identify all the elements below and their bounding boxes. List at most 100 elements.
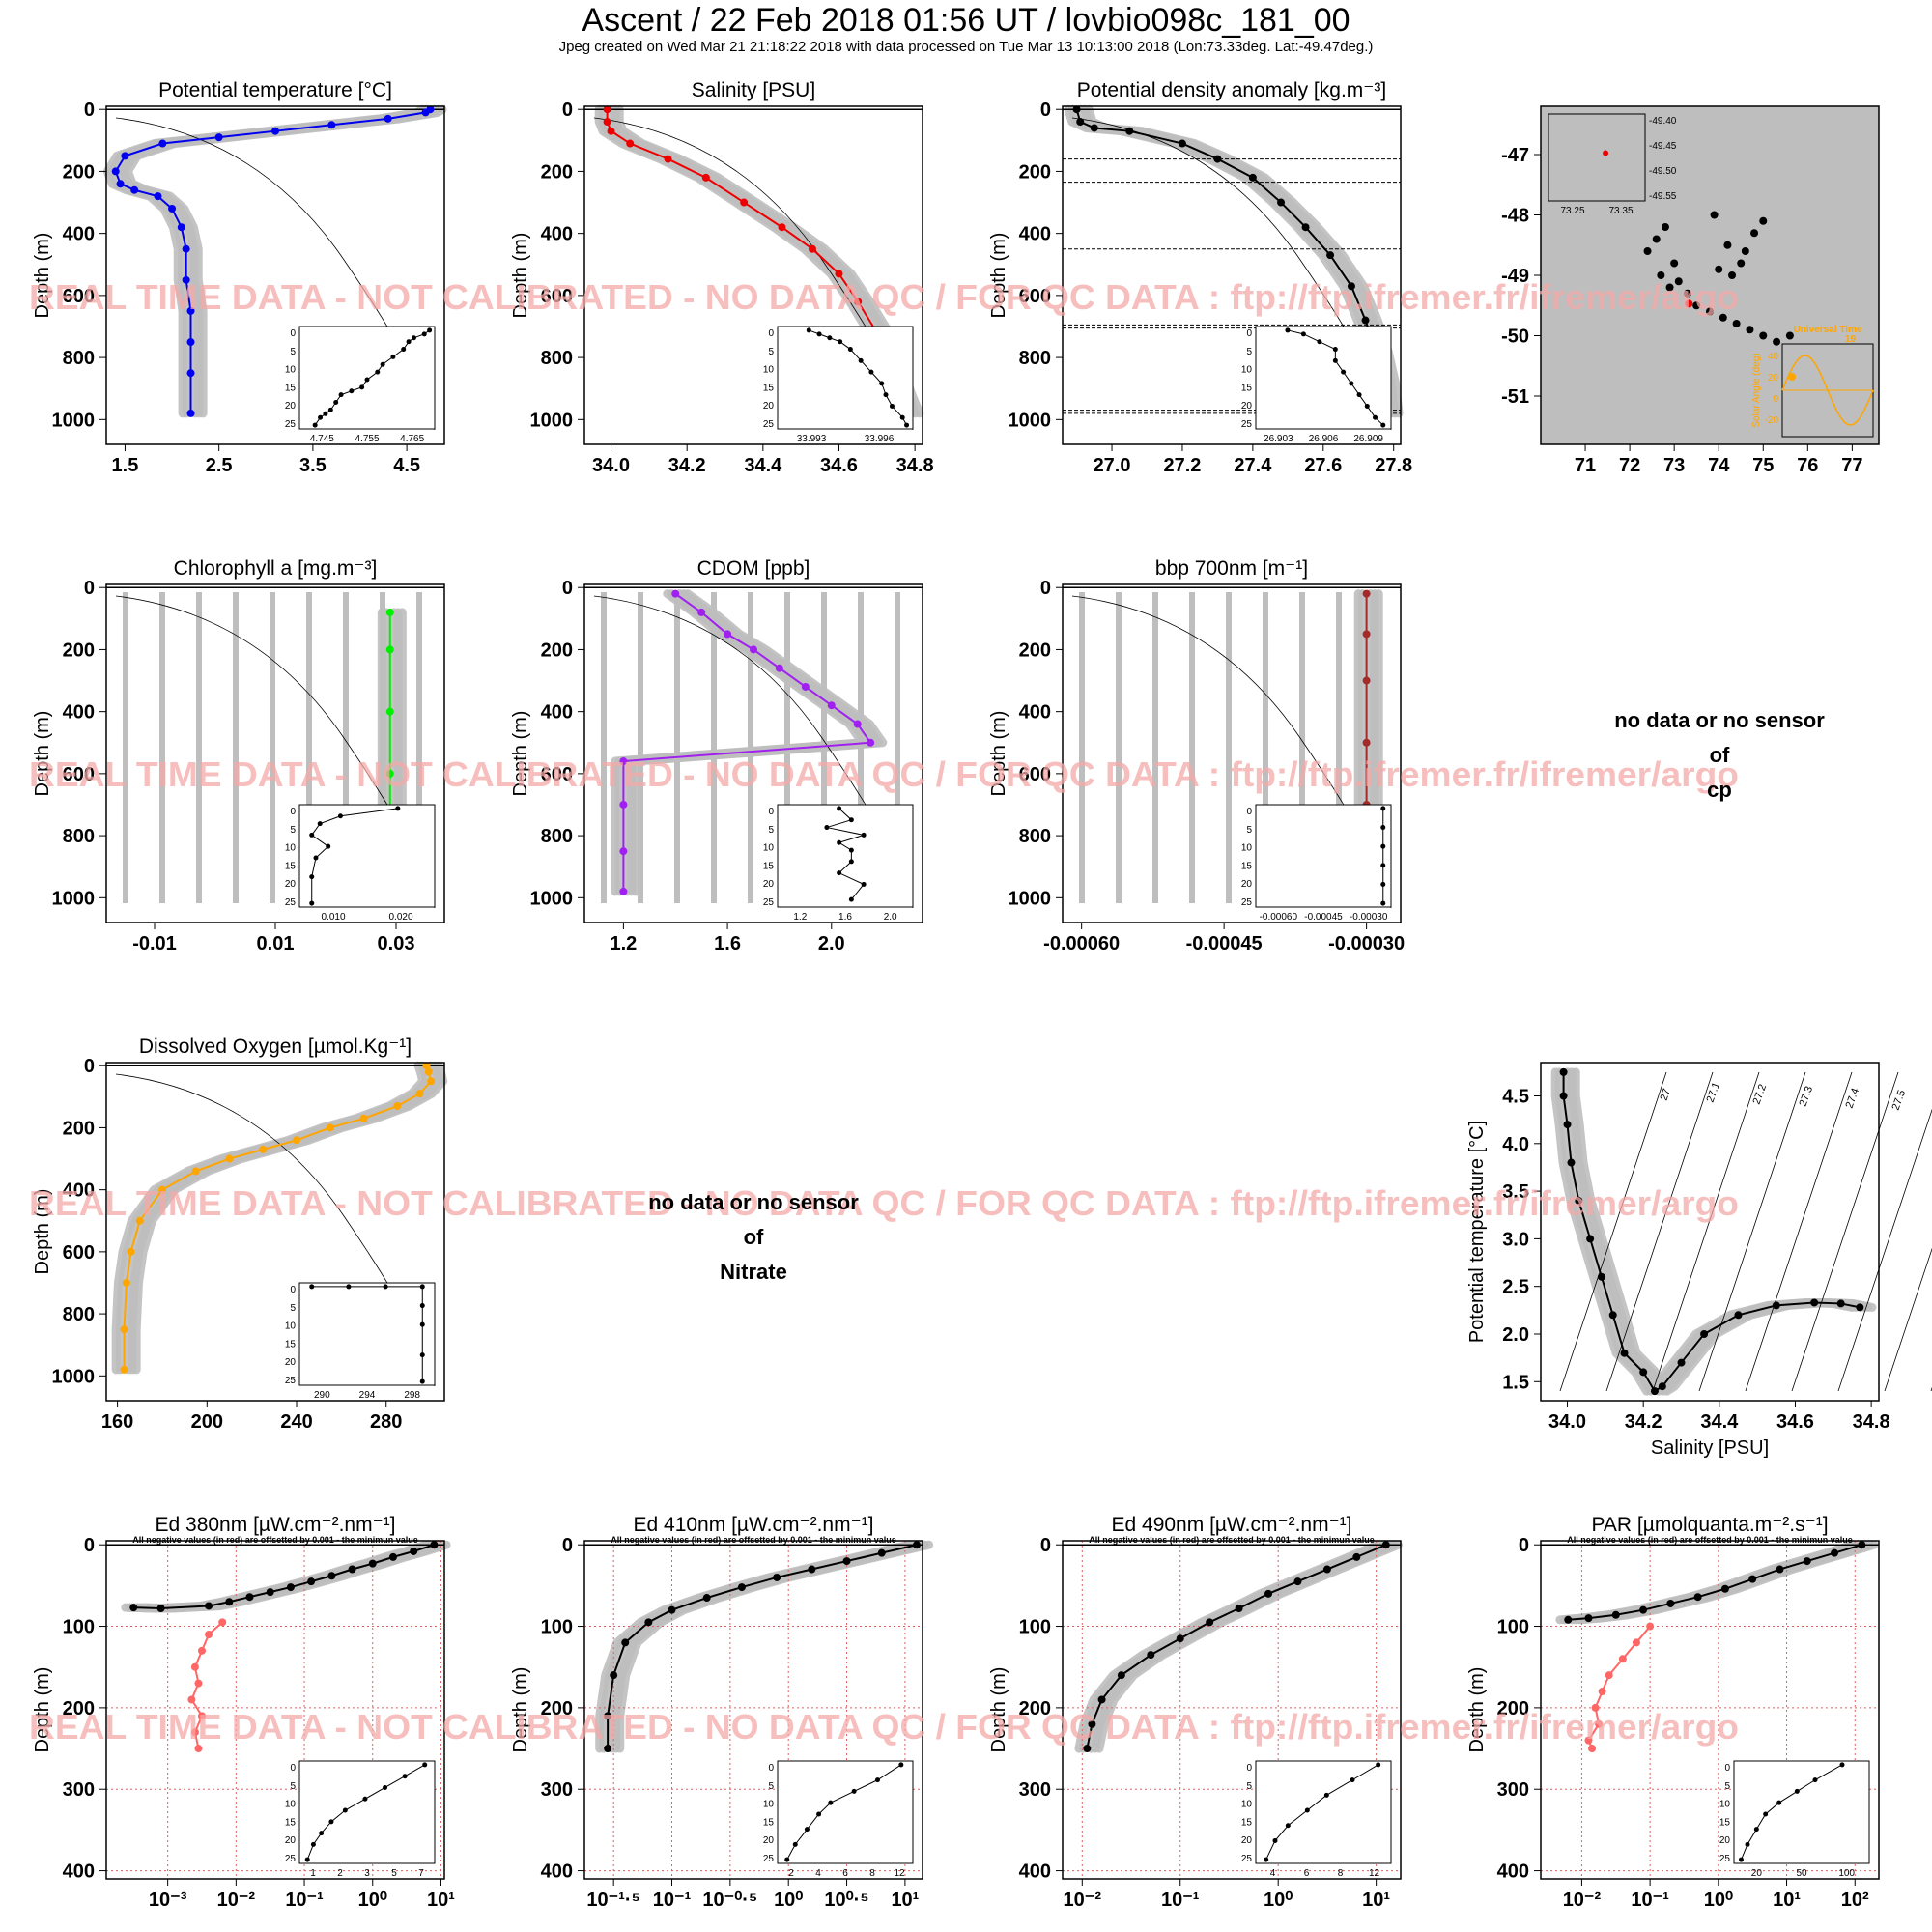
inset-y-tick-label: 10 [285, 843, 297, 854]
isopycnal-line [1837, 1108, 1932, 1392]
inset-x-tick-label: 5 [391, 1868, 397, 1879]
data-point [187, 1695, 196, 1704]
data-point [1657, 271, 1665, 279]
data-point [1683, 289, 1691, 298]
y-tick-label: 600 [63, 286, 95, 307]
inset-y-tick-label: 10 [285, 365, 297, 376]
x-tick-label: 0.01 [257, 933, 295, 954]
inset-x-tick-label: 4.755 [355, 434, 379, 444]
data-point [1748, 1575, 1757, 1583]
data-point [1772, 1301, 1780, 1310]
data-point [415, 1090, 424, 1098]
inset-point [828, 1800, 834, 1805]
inset-y-tick-label: 0 [1246, 807, 1252, 817]
inset-point [362, 1796, 368, 1802]
inset-point [309, 832, 315, 838]
inset-point [861, 881, 867, 887]
inset-y-tick-label: 10 [763, 843, 775, 854]
y-tick-label: 200 [63, 1118, 95, 1139]
data-point [430, 1541, 439, 1549]
history-band [131, 1061, 448, 1375]
inset-point [411, 335, 416, 341]
inset-point [1753, 1827, 1759, 1833]
y-tick-label: 2.0 [1502, 1324, 1529, 1346]
data-point [668, 1605, 676, 1614]
data-point [1773, 337, 1781, 346]
inset-frame [298, 804, 436, 908]
inset-x-tick-label: 7 [418, 1868, 424, 1879]
inset-y-tick-label: 0 [290, 1285, 296, 1295]
inset-y-tick-label: 25 [285, 1854, 297, 1864]
data-point [621, 1638, 630, 1647]
inset-y-tick-label: 25 [285, 1376, 297, 1386]
data-point [603, 118, 611, 127]
inset-y-tick-label: 25 [1241, 419, 1253, 430]
inset-point [824, 825, 830, 831]
data-point [422, 1062, 431, 1070]
nodata-nitrate-line2: of [743, 1225, 764, 1249]
data-point [177, 223, 185, 232]
data-point [1670, 259, 1679, 268]
x-tick-label: 10¹ [1773, 1889, 1801, 1911]
x-tick-label: 10¹ [427, 1889, 455, 1911]
inset-point [806, 327, 811, 333]
y-tick-label: -49 [1501, 266, 1529, 287]
data-point [1632, 1638, 1640, 1647]
data-point [1575, 1196, 1583, 1205]
inset-y-tick-label: 25 [1719, 1854, 1731, 1864]
data-point [1665, 283, 1674, 292]
inset-point [402, 1774, 408, 1779]
data-point [1785, 331, 1794, 340]
inset-point [323, 411, 328, 416]
y-tick-label: 100 [63, 1617, 95, 1638]
plot-frame [583, 105, 923, 445]
data-point [120, 1365, 128, 1374]
inset-point [851, 1788, 857, 1794]
data-point [604, 1745, 612, 1753]
data-point [1097, 1695, 1106, 1704]
chart-note: All negative values (in red) are offsett… [132, 1535, 418, 1545]
inset-point [406, 339, 412, 345]
inset-x-tick-label: 4.765 [400, 434, 424, 444]
isopycnal-label: 27 [1659, 1087, 1673, 1102]
x-tick-label: 27.4 [1234, 455, 1272, 476]
data-point [1741, 247, 1749, 255]
chart-dens: 27.0 27.2 27.4 27.6 27.802004006008001000Pot… [988, 79, 1412, 476]
inset-y-tick-label: 20 [1719, 1835, 1731, 1846]
data-point [1072, 105, 1081, 114]
data-point [127, 1247, 135, 1256]
data-point [1176, 1634, 1184, 1643]
inset-point [419, 1352, 425, 1358]
x-tick-label: 4.5 [393, 455, 420, 476]
inset-point [309, 874, 315, 880]
data-point [182, 275, 190, 284]
chart-map: 71 72 73 74 75 76 77 -47 -48 -49 -50 -51 73.25 73.35 -… [1501, 105, 1880, 476]
inset-y-tick-label: 20 [285, 1357, 297, 1368]
inset-point [838, 339, 843, 345]
inset-y-tick-label: 0 [1246, 1763, 1252, 1774]
series-line [114, 108, 431, 413]
inset-point [310, 1841, 316, 1847]
data-point [1147, 1651, 1155, 1660]
inset-point [328, 1819, 334, 1825]
plot-frame [1062, 583, 1402, 923]
inset-y-tick-label: 10 [1241, 1800, 1253, 1810]
inset-x-tick-label: 2 [337, 1868, 343, 1879]
y-tick-label: 800 [541, 826, 573, 847]
x-tick-label: 10⁻¹ [653, 1889, 692, 1911]
y-axis-label: Depth (m) [510, 711, 531, 797]
inset-point [1285, 1823, 1291, 1829]
isopycnal-line [1791, 1071, 1899, 1392]
data-point [385, 608, 394, 616]
x-tick-label: 34.6 [1776, 1411, 1814, 1433]
x-tick-label: 27.2 [1163, 455, 1201, 476]
data-point [1559, 1067, 1568, 1076]
x-tick-label: 10⁰ [1264, 1889, 1293, 1911]
x-tick-label: 10⁻¹ [1631, 1889, 1669, 1911]
inset-x-tick-label: 0.020 [388, 912, 412, 923]
y-tick-label: -50 [1501, 327, 1529, 348]
nodata-cp-line2: of [1709, 743, 1730, 767]
data-point [619, 847, 628, 856]
inset-y-tick-label: 20 [285, 1835, 297, 1846]
data-point [1858, 1541, 1866, 1549]
